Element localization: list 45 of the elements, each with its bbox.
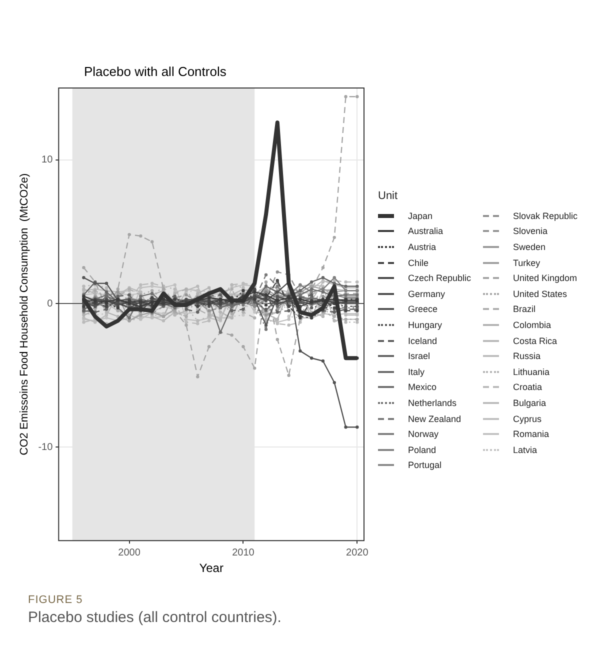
- legend-label: Chile: [408, 258, 429, 268]
- legend-label: Israel: [408, 351, 430, 362]
- legend-label: Brazil: [513, 304, 536, 314]
- y-tick-label: -10: [38, 442, 54, 453]
- legend-label: Costa Rica: [513, 336, 558, 346]
- y-tick-label: 10: [42, 154, 54, 166]
- x-tick-label: 2020: [346, 547, 369, 558]
- legend-label: Russia: [513, 351, 541, 362]
- chart-title: Placebo with all Controls: [84, 64, 226, 79]
- legend-label: United States: [513, 288, 568, 299]
- legend-label: Portugal: [408, 460, 442, 470]
- x-tick-label: 2010: [232, 547, 255, 558]
- legend-label: United Kingdom: [513, 273, 578, 284]
- legend-label: Netherlands: [408, 398, 457, 408]
- legend-label: Mexico: [408, 382, 437, 392]
- legend-label: Greece: [408, 304, 438, 314]
- caption: FIGURE 5: [28, 594, 84, 606]
- legend-label: Cyprus: [513, 414, 542, 424]
- legend-label: Romania: [513, 429, 550, 440]
- legend-label: Austria: [408, 242, 436, 252]
- legend-label: Germany: [408, 288, 446, 299]
- legend-label: Poland: [408, 444, 436, 455]
- legend-label: Hungary: [408, 320, 442, 330]
- legend-label: Slovenia: [513, 226, 548, 236]
- legend-label: New Zealand: [408, 414, 462, 424]
- legend-label: Iceland: [408, 336, 438, 346]
- legend-label: Colombia: [513, 320, 552, 330]
- legend-label: Czech Republic: [408, 273, 472, 284]
- legend-label: Sweden: [513, 242, 546, 252]
- legend-label: Latvia: [513, 444, 538, 455]
- y-axis-title: CO2 Emissoins Food Household Consumption (MtCO2e): [18, 173, 31, 456]
- text: Placebo studies (all control countries).: [28, 609, 282, 626]
- legend-label: Australia: [408, 226, 444, 236]
- y-tick-label: 0: [47, 298, 54, 310]
- legend-label: Bulgaria: [513, 398, 546, 408]
- legend-label: Turkey: [513, 258, 540, 268]
- legend-label: Italy: [408, 366, 425, 377]
- legend-label: Japan: [408, 210, 433, 221]
- legend-label: Lithuania: [513, 366, 550, 377]
- legend-label: Norway: [408, 429, 439, 440]
- legend-label: Croatia: [513, 382, 542, 392]
- x-tick-label: 2000: [118, 547, 141, 558]
- legend-label: Slovak Republic: [513, 210, 578, 221]
- x-axis-title: Year: [199, 561, 224, 576]
- legend-title: Unit: [378, 190, 399, 202]
